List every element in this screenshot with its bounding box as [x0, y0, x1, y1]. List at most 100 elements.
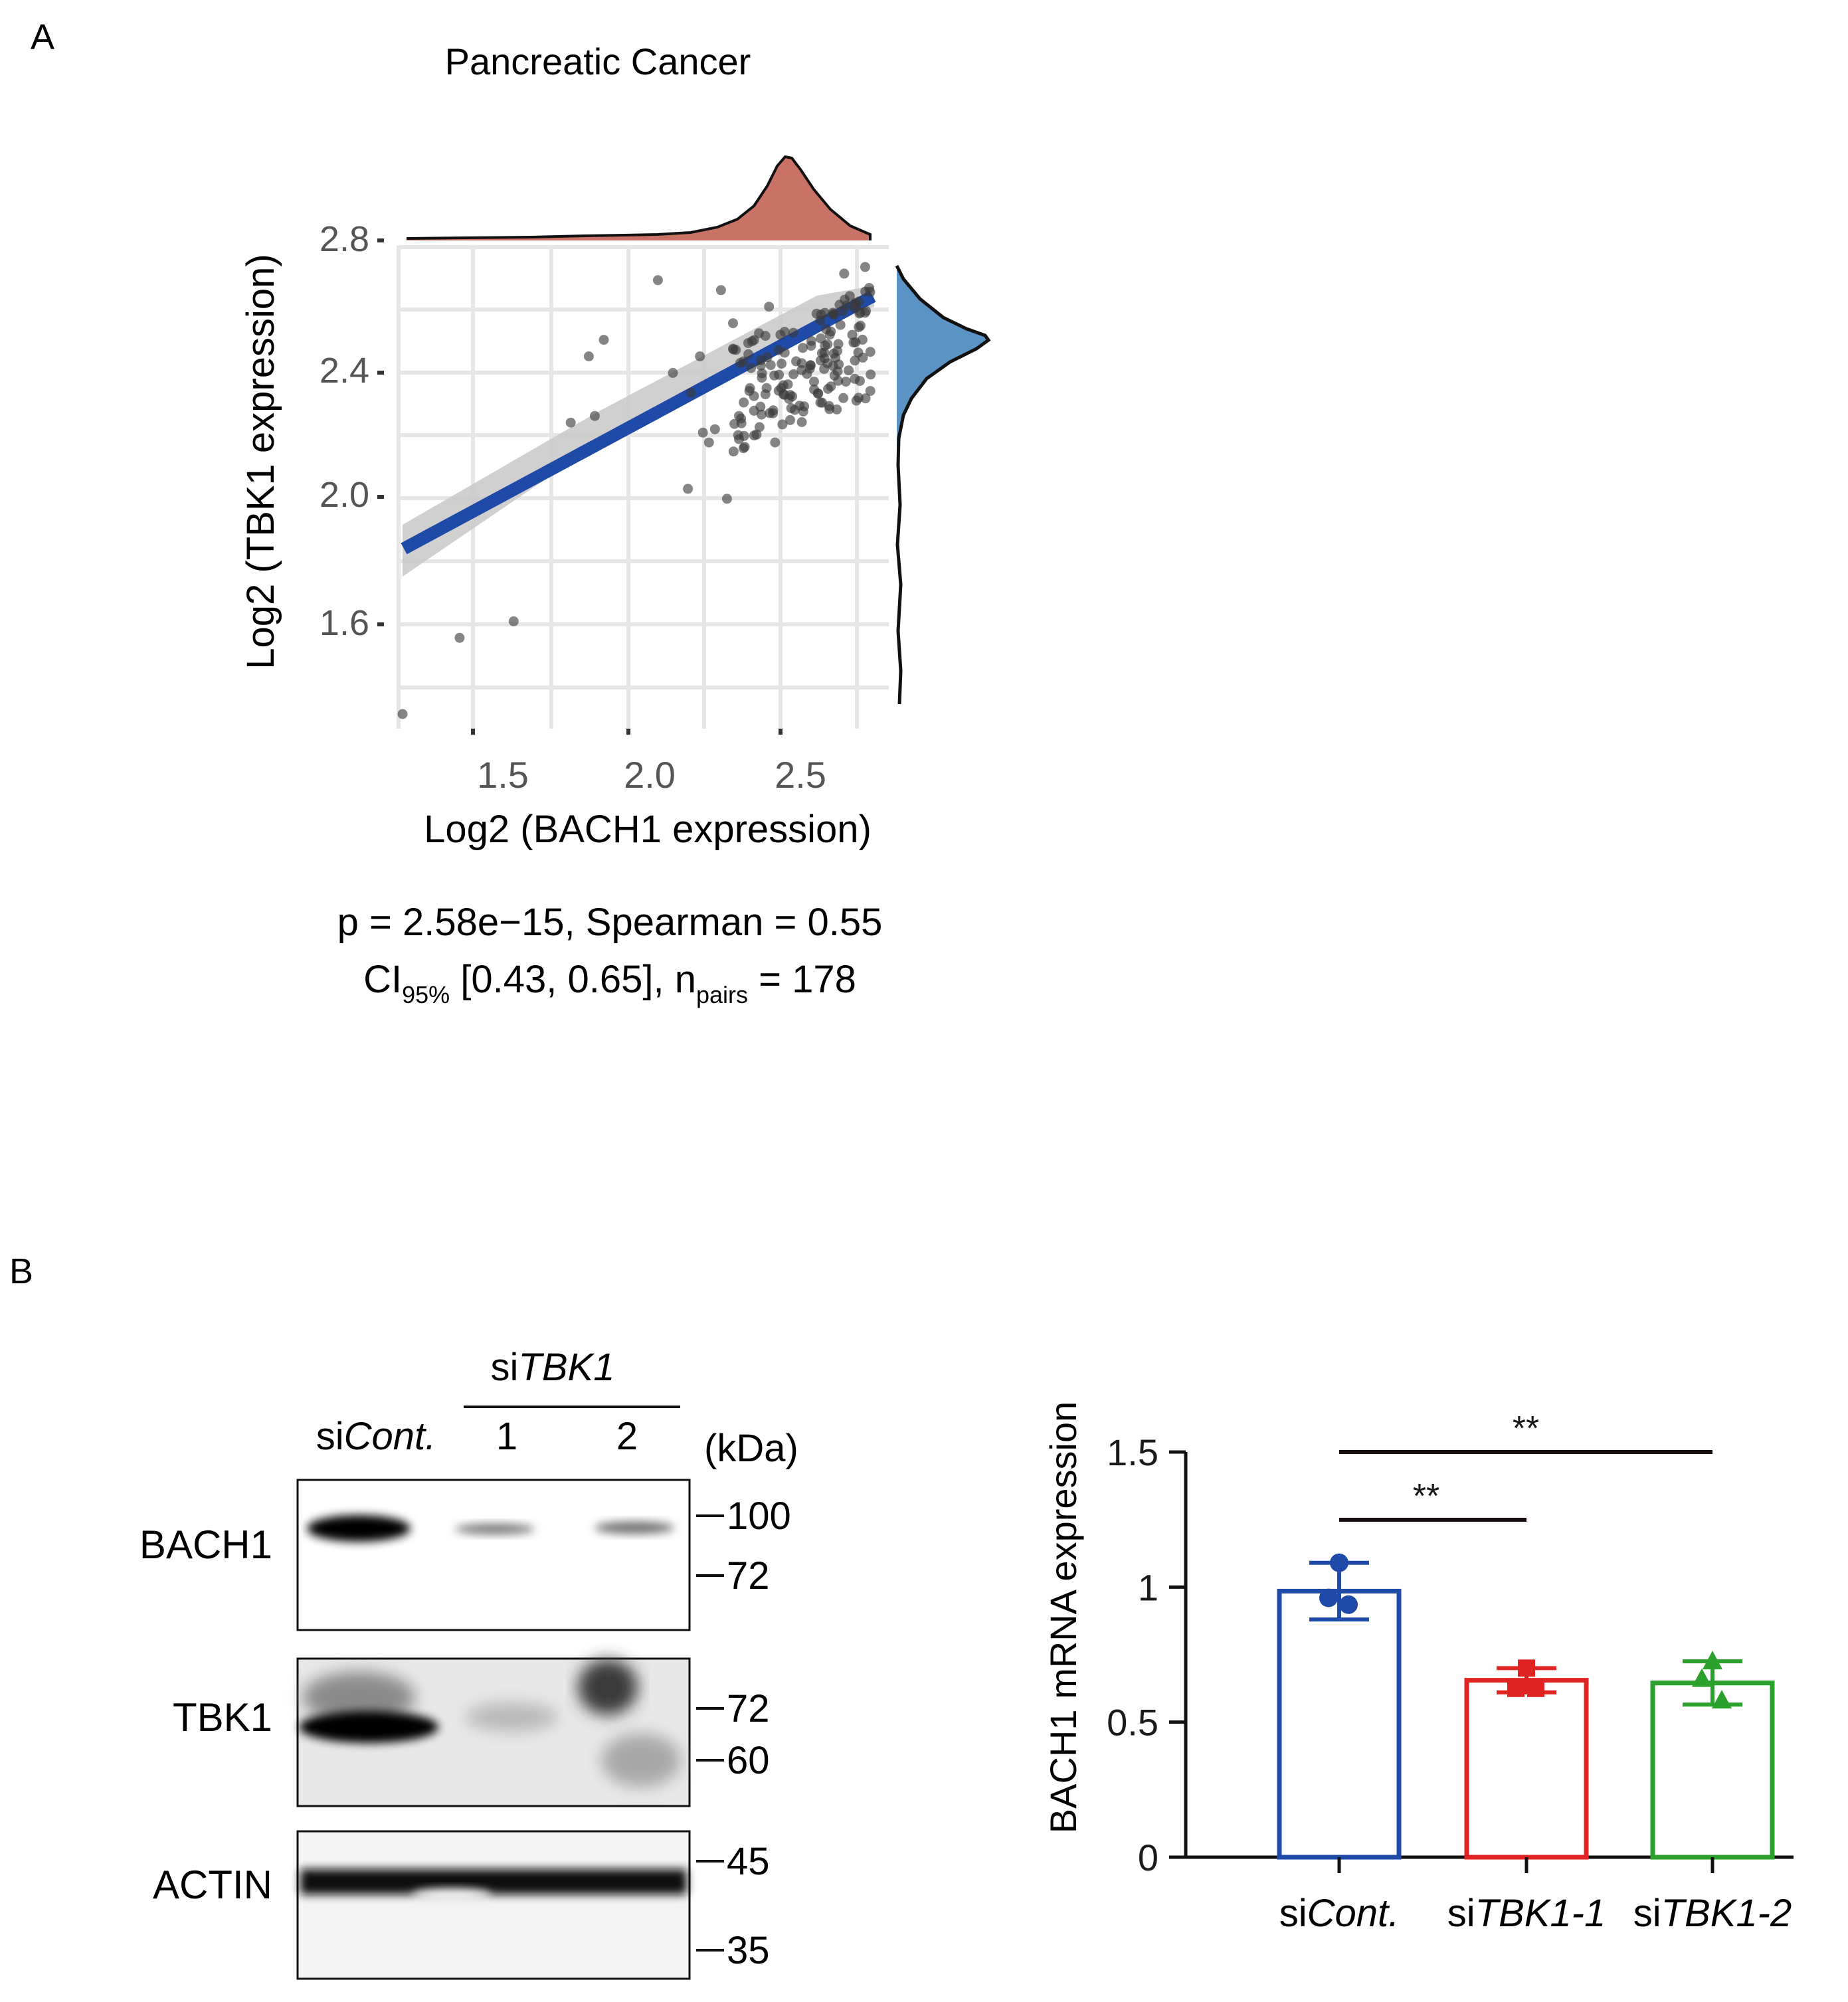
- scatter-point: [809, 377, 819, 387]
- significance-brackets: ** **: [1339, 1410, 1712, 1522]
- scatter-point: [761, 383, 772, 393]
- scatter-point: [703, 437, 714, 448]
- scatter-point: [715, 285, 726, 296]
- scatter-points: [397, 262, 876, 719]
- scatter-point: [764, 302, 775, 312]
- scatter-point: [789, 405, 800, 415]
- bar-y-tick-label: 1.5: [1107, 1431, 1158, 1473]
- scatter-point: [749, 391, 759, 401]
- scatter-point: [826, 326, 836, 337]
- scatter-point: [728, 318, 738, 329]
- scatter-point: [835, 319, 846, 330]
- y-axis-label: Log2 (TBK1 expression): [239, 254, 282, 669]
- scatter-point: [851, 395, 862, 406]
- scatter-point: [866, 369, 876, 380]
- scatter-point: [731, 345, 741, 355]
- scatter-point: [844, 291, 855, 302]
- replicate-point: [1339, 1595, 1358, 1614]
- stats-line-1: p = 2.58e−15, Spearman = 0.55: [337, 901, 883, 944]
- panel-b-label: B: [9, 1251, 33, 1291]
- scatter-point: [768, 405, 779, 416]
- scatter-point: [583, 351, 594, 361]
- x-tick-label: 2.0: [624, 754, 676, 796]
- panel-a-label: A: [31, 17, 54, 57]
- scatter-point: [832, 366, 843, 377]
- scatter-point: [819, 363, 830, 374]
- scatter-point: [770, 437, 781, 448]
- actin-bands: [300, 1869, 687, 1902]
- bar-y-tick-label: 0: [1138, 1837, 1158, 1878]
- marker-label: 100: [727, 1495, 791, 1538]
- scatter-point: [743, 349, 754, 359]
- scatter-point: [599, 335, 609, 345]
- scatter-point: [776, 383, 786, 393]
- scatter-point: [565, 417, 576, 428]
- scatter-point: [777, 359, 787, 369]
- marker-label: 72: [727, 1554, 770, 1597]
- significance-label: **: [1413, 1477, 1439, 1516]
- significance-label: **: [1513, 1410, 1539, 1448]
- y-tick-label: 2.4: [320, 351, 369, 391]
- scatter-point: [860, 393, 871, 404]
- bar-x-tick-label: siTBK1-2: [1633, 1892, 1792, 1935]
- scatter-point: [697, 427, 708, 438]
- scatter-point: [757, 409, 767, 420]
- y-tick-label: 1.6: [320, 603, 369, 643]
- lane-label-1: 1: [496, 1415, 517, 1458]
- scatter-point: [695, 351, 705, 361]
- bar-y-tick-label: 1: [1138, 1566, 1158, 1608]
- scatter-point: [858, 352, 868, 363]
- scatter-point: [848, 337, 859, 348]
- scatter-point: [746, 363, 757, 373]
- bar-2: [1464, 1678, 1589, 1860]
- x-density-curve: [406, 155, 872, 240]
- bar-x-tick-label: siTBK1-1: [1447, 1892, 1606, 1935]
- x-tick-label: 1.5: [477, 754, 529, 796]
- scatter-point: [777, 419, 788, 430]
- scatter-point: [860, 286, 871, 297]
- x-tick-label: 2.5: [775, 754, 826, 796]
- scatter-point: [734, 410, 744, 421]
- x-density-fill: [407, 157, 870, 240]
- bar-3: [1650, 1681, 1775, 1860]
- scatter-point: [785, 414, 795, 425]
- scatter-point: [865, 386, 876, 397]
- scatter-point: [397, 709, 408, 719]
- bar-y-axis-label: BACH1 mRNA expression: [1042, 1402, 1084, 1833]
- bach1-blot: [296, 1479, 691, 1631]
- scatter-point: [738, 356, 749, 367]
- scatter-point: [589, 410, 600, 421]
- bar-y-tick-label: 0.5: [1107, 1702, 1158, 1744]
- scatter-point: [755, 401, 766, 412]
- scatter-point: [796, 417, 807, 427]
- bars: [1277, 1553, 1775, 1873]
- scatter-point: [840, 377, 851, 387]
- scatter-point: [854, 308, 865, 319]
- bar-x-tick-label: siCont.: [1279, 1892, 1400, 1935]
- bar-1: [1277, 1588, 1402, 1860]
- lane-label-2: 2: [616, 1415, 638, 1458]
- scatter-point: [816, 333, 826, 343]
- marker-label: 35: [727, 1929, 770, 1972]
- chart-title: Pancreatic Cancer: [445, 41, 751, 82]
- scatter-point: [844, 365, 854, 376]
- replicate-point: [1518, 1659, 1535, 1677]
- scatter-point: [779, 347, 790, 358]
- sitbk1-group-label: siTBK1: [491, 1346, 615, 1389]
- scatter-point: [802, 369, 812, 379]
- scatter-point: [757, 368, 767, 379]
- scatter-point: [865, 347, 876, 357]
- marker-dashes: [696, 1514, 724, 1952]
- scatter-point: [860, 262, 870, 272]
- bach1-bands: [307, 1515, 674, 1542]
- blot-row-label: TBK1: [173, 1695, 272, 1740]
- scatter-point: [734, 434, 744, 444]
- scatter-point: [788, 369, 799, 379]
- marker-label: 60: [727, 1739, 770, 1782]
- scatter-point: [788, 327, 798, 338]
- scatter-point: [668, 367, 678, 378]
- scatter-point: [760, 331, 771, 341]
- scatter-point: [850, 355, 860, 366]
- replicate-point: [1527, 1679, 1544, 1697]
